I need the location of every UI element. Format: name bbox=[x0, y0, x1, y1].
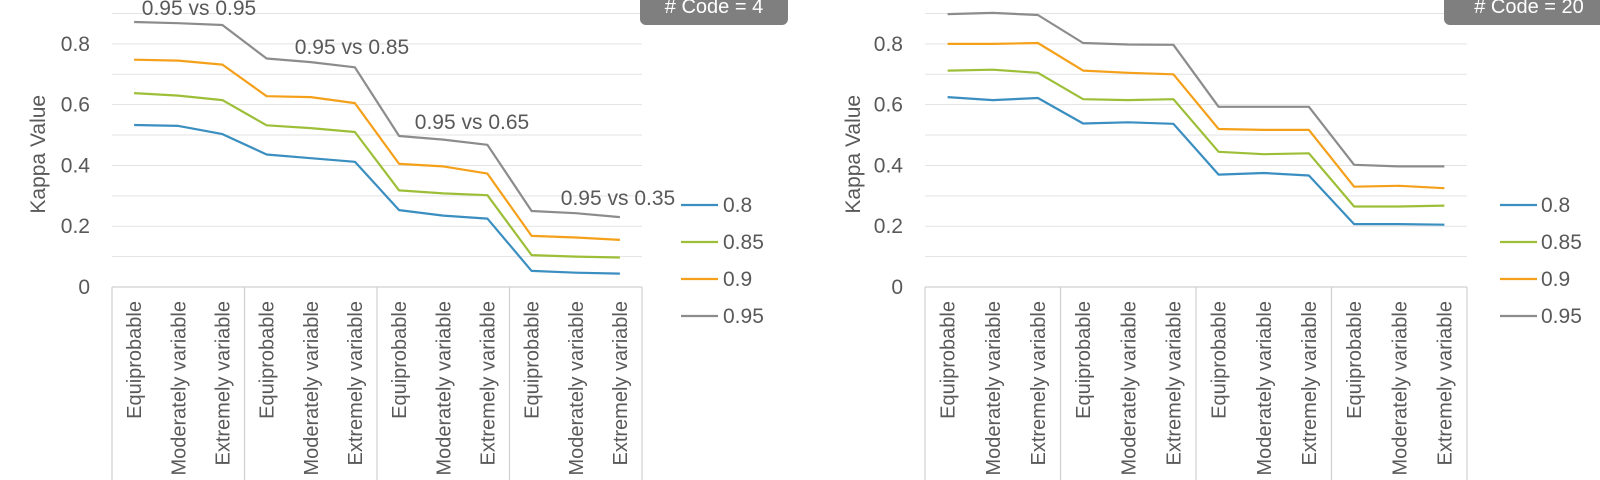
series-line-0-95 bbox=[947, 11, 1445, 168]
series-line-0-8 bbox=[947, 96, 1445, 226]
y-tick-label: 0.6 bbox=[61, 94, 90, 117]
legend-label: 0.85 bbox=[1541, 231, 1582, 254]
series-line-0-95 bbox=[134, 20, 620, 219]
x-tick-label: Moderately variable bbox=[1254, 301, 1276, 476]
x-tick-label: Equiprobable bbox=[124, 301, 146, 419]
group-annotation-label: 0.95 vs 0.35 bbox=[561, 187, 675, 210]
y-tick-label: 0 bbox=[78, 276, 90, 299]
x-tick-label: Moderately variable bbox=[983, 301, 1005, 476]
series-line-0-9 bbox=[134, 58, 620, 241]
group-annotation-label: 0.95 vs 0.85 bbox=[295, 36, 409, 59]
series-line-0-8 bbox=[134, 123, 620, 275]
legend-label: 0.95 bbox=[1541, 305, 1582, 328]
legend-label: 0.85 bbox=[723, 231, 764, 254]
x-tick-label: Equiprobable bbox=[257, 301, 279, 419]
x-tick-label: Equiprobable bbox=[522, 301, 544, 419]
y-axis-title: Kappa Value bbox=[27, 95, 50, 214]
group-annotation-label: 0.95 vs 0.65 bbox=[415, 111, 529, 134]
x-tick-label: Extremely variable bbox=[477, 301, 499, 466]
y-tick-label: 0.2 bbox=[874, 215, 903, 238]
x-tick-label: Equiprobable bbox=[389, 301, 411, 419]
x-tick-label: Equiprobable bbox=[1073, 301, 1095, 419]
x-tick-label: Moderately variable bbox=[1389, 301, 1411, 476]
x-tick-label: Extremely variable bbox=[212, 301, 234, 466]
legend-label: 0.9 bbox=[723, 268, 752, 291]
y-tick-label: 0.6 bbox=[874, 94, 903, 117]
legend-label: 0.8 bbox=[1541, 194, 1570, 217]
y-tick-label: 0.2 bbox=[61, 215, 90, 238]
x-tick-label: Extremely variable bbox=[610, 301, 632, 466]
x-tick-label: Moderately variable bbox=[433, 301, 455, 476]
series-line-0-85 bbox=[947, 68, 1445, 208]
y-tick-label: 0 bbox=[891, 276, 903, 299]
x-tick-label: Extremely variable bbox=[1299, 301, 1321, 466]
x-tick-label: Moderately variable bbox=[566, 301, 588, 476]
series-line-0-9 bbox=[947, 41, 1445, 190]
legend-label: 0.95 bbox=[723, 305, 764, 328]
x-tick-label: Extremely variable bbox=[1028, 301, 1050, 466]
panel-label-box bbox=[640, 0, 788, 25]
y-axis-title: Kappa Value bbox=[842, 95, 865, 214]
panel-label: # Code = 20 bbox=[1474, 0, 1584, 18]
y-tick-label: 0.4 bbox=[874, 154, 904, 177]
chart-panel-1: 0 0.2 0.4 0.6 0.8 Kappa Value Equiprobable Mode… bbox=[27, 0, 788, 480]
legend-label: 0.8 bbox=[723, 194, 752, 217]
y-tick-label: 0.8 bbox=[61, 33, 90, 56]
x-tick-label: Equiprobable bbox=[1209, 301, 1231, 419]
x-tick-label: Extremely variable bbox=[1434, 301, 1456, 466]
x-tick-label: Moderately variable bbox=[168, 301, 190, 476]
legend-label: 0.9 bbox=[1541, 268, 1570, 291]
x-tick-label: Extremely variable bbox=[345, 301, 367, 466]
chart-panel-2: 0 0.2 0.4 0.6 0.8 Kappa Value Equiprobable Mode… bbox=[842, 0, 1600, 480]
y-tick-label: 0.4 bbox=[61, 154, 91, 177]
group-annotation-label: 0.95 vs 0.95 bbox=[142, 0, 256, 20]
x-tick-label: Equiprobable bbox=[938, 301, 960, 419]
x-tick-label: Moderately variable bbox=[1118, 301, 1140, 476]
panel-label-box bbox=[1444, 0, 1600, 25]
series-line-0-85 bbox=[134, 92, 620, 259]
x-tick-label: Moderately variable bbox=[301, 301, 323, 476]
panel-label: # Code = 4 bbox=[665, 0, 763, 18]
x-tick-label: Extremely variable bbox=[1163, 301, 1185, 466]
y-tick-label: 0.8 bbox=[874, 33, 903, 56]
x-tick-label: Equiprobable bbox=[1344, 301, 1366, 419]
